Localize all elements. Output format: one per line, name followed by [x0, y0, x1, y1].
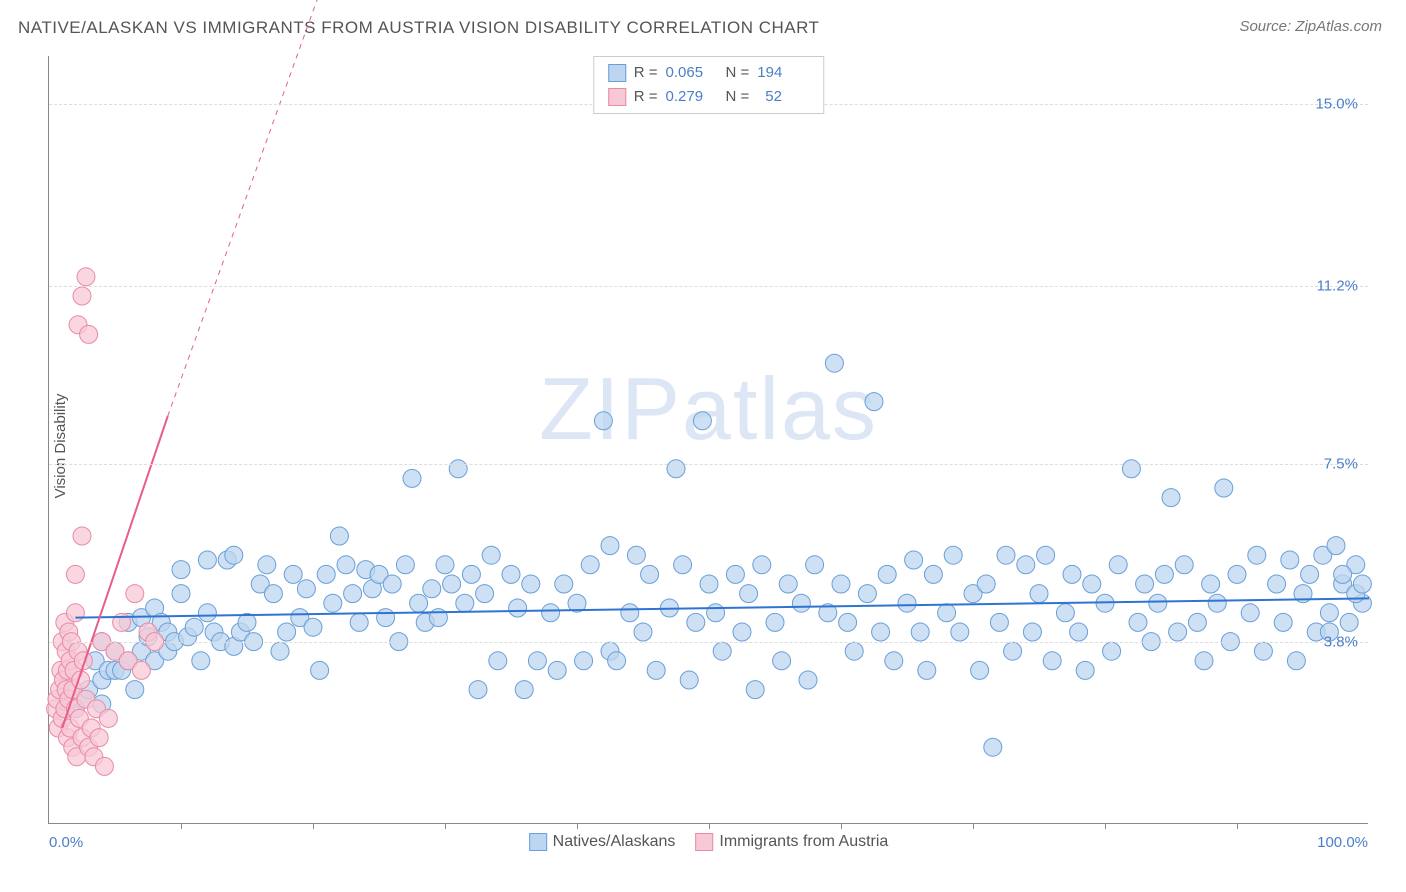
legend-item-natives: Natives/Alaskans [529, 833, 676, 851]
series-legend: Natives/Alaskans Immigrants from Austria [529, 833, 889, 851]
gridline [49, 464, 1368, 465]
x-tick [313, 823, 314, 829]
y-tick-label: 7.5% [1324, 456, 1358, 473]
y-tick-label: 3.8% [1324, 633, 1358, 650]
x-tick [709, 823, 710, 829]
x-tick-label: 100.0% [1317, 834, 1368, 851]
x-tick [1105, 823, 1106, 829]
source-attribution: Source: ZipAtlas.com [1239, 18, 1382, 35]
x-tick [841, 823, 842, 829]
legend-row-pink: R =0.279 N =52 [608, 85, 810, 109]
x-tick [577, 823, 578, 829]
swatch-blue [529, 833, 547, 851]
scatter-plot-area: ZIPatlas R =0.065 N =194 R =0.279 N =52 … [48, 56, 1368, 824]
correlation-legend: R =0.065 N =194 R =0.279 N =52 [593, 56, 825, 114]
y-tick-label: 15.0% [1315, 96, 1358, 113]
swatch-pink [695, 833, 713, 851]
chart-svg [49, 56, 1369, 824]
x-tick [973, 823, 974, 829]
gridline [49, 286, 1368, 287]
legend-item-immigrants: Immigrants from Austria [695, 833, 888, 851]
swatch-pink [608, 88, 626, 106]
legend-row-blue: R =0.065 N =194 [608, 61, 810, 85]
x-tick [445, 823, 446, 829]
chart-title: NATIVE/ALASKAN VS IMMIGRANTS FROM AUSTRI… [18, 18, 819, 38]
swatch-blue [608, 64, 626, 82]
x-tick [181, 823, 182, 829]
y-tick-label: 11.2% [1317, 278, 1358, 295]
x-tick [1237, 823, 1238, 829]
gridline [49, 642, 1368, 643]
x-tick-label: 0.0% [49, 834, 83, 851]
